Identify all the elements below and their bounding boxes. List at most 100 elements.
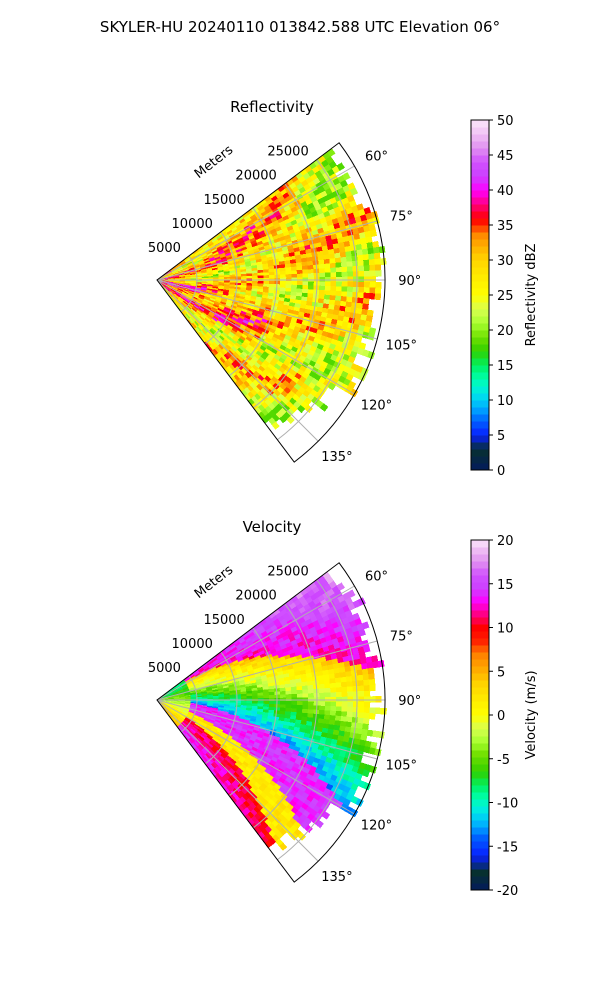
- colorbar-swatch: [471, 141, 489, 149]
- azimuth-tick-label: 120°: [361, 818, 392, 833]
- panel-title: Velocity: [243, 518, 302, 536]
- colorbar-swatch: [471, 379, 489, 387]
- azimuth-line: [156, 220, 378, 281]
- colorbar-swatch: [471, 225, 489, 233]
- colorbar-swatch: [471, 736, 489, 744]
- azimuth-line: [156, 279, 378, 340]
- colorbar-swatch: [471, 358, 489, 366]
- colorbar-swatch: [471, 869, 489, 877]
- colorbar-swatch: [471, 155, 489, 163]
- polar-grid: [156, 159, 385, 442]
- colorbar-swatch: [471, 631, 489, 639]
- colorbar-swatch: [471, 771, 489, 779]
- azimuth-tick-label: 135°: [321, 870, 352, 885]
- colorbar-swatch: [471, 820, 489, 828]
- colorbar-swatch: [471, 743, 489, 751]
- colorbar-tick-label: 35: [497, 219, 514, 234]
- colorbar-tick-label: 40: [497, 184, 514, 199]
- colorbar-swatch: [471, 659, 489, 667]
- azimuth-tick-label: 75°: [390, 210, 413, 225]
- colorbar-swatch: [471, 708, 489, 716]
- range-axis-label: Meters: [192, 143, 236, 182]
- colorbar-swatch: [471, 687, 489, 695]
- colorbar-label: Velocity (m/s): [524, 670, 539, 759]
- colorbar: 0 5 10 15 20 25 30 35 40 45 50 Reflectivity dBZ: [470, 114, 539, 479]
- colorbar-swatch: [471, 351, 489, 359]
- range-tick-label: 15000: [203, 613, 244, 628]
- colorbar-swatch: [471, 883, 489, 891]
- azimuth-tick-label: 105°: [386, 338, 417, 353]
- range-tick-label: 25000: [267, 565, 308, 580]
- azimuth-line: [156, 585, 355, 701]
- range-ring: [277, 159, 358, 441]
- colorbar-swatch: [471, 673, 489, 681]
- colorbar-swatch: [471, 729, 489, 737]
- colorbar-swatch: [471, 435, 489, 443]
- colorbar-tick-label: 20: [497, 534, 514, 549]
- colorbar-swatch: [471, 393, 489, 401]
- colorbar-swatch: [471, 603, 489, 611]
- colorbar-swatch: [471, 610, 489, 618]
- colorbar-swatch: [471, 288, 489, 296]
- range-tick-label: 5000: [148, 241, 181, 256]
- colorbar-tick-label: -15: [497, 840, 518, 855]
- colorbar-swatch: [471, 652, 489, 660]
- range-ring: [228, 627, 278, 797]
- colorbar-swatch: [471, 596, 489, 604]
- colorbar-swatch: [471, 162, 489, 170]
- colorbar-swatch: [471, 568, 489, 576]
- colorbar-swatch: [471, 204, 489, 212]
- azimuth-line: [156, 165, 355, 281]
- colorbar-swatch: [471, 421, 489, 429]
- colorbar-swatch: [471, 337, 489, 345]
- panel-reflectivity: 60° 75° 90° 105° 120° 135° 5000 10000 15000 20000…: [148, 98, 539, 479]
- colorbar-swatch: [471, 792, 489, 800]
- colorbar-swatch: [471, 260, 489, 268]
- range-ring: [180, 675, 198, 733]
- colorbar-swatch: [471, 197, 489, 205]
- range-tick-label: 20000: [235, 589, 276, 604]
- colorbar-swatch: [471, 617, 489, 625]
- colorbar-swatch: [471, 281, 489, 289]
- colorbar-swatch: [471, 547, 489, 555]
- colorbar-swatch: [471, 442, 489, 450]
- range-ring: [180, 255, 198, 313]
- panel-velocity: 60° 75° 90° 105° 120° 135° 5000 10000 15000 20000…: [148, 518, 539, 899]
- range-tick-label: 10000: [172, 637, 213, 652]
- colorbar-swatch: [471, 190, 489, 198]
- colorbar-tick-label: 5: [497, 665, 505, 680]
- colorbar-swatch: [471, 722, 489, 730]
- colorbar-swatch: [471, 806, 489, 814]
- colorbar-swatch: [471, 715, 489, 723]
- colorbar-swatch: [471, 645, 489, 653]
- azimuth-line: [156, 699, 378, 760]
- colorbar-swatch: [471, 330, 489, 338]
- colorbar-swatch: [471, 799, 489, 807]
- range-ring: [204, 651, 238, 765]
- colorbar-swatch: [471, 827, 489, 835]
- colorbar-swatch: [471, 449, 489, 457]
- colorbar-swatch: [471, 855, 489, 863]
- colorbar-tick-label: -20: [497, 884, 518, 899]
- colorbar-swatch: [471, 183, 489, 191]
- colorbar-swatch: [471, 344, 489, 352]
- azimuth-tick-label: 75°: [390, 630, 413, 645]
- colorbar-tick-label: 5: [497, 429, 505, 444]
- colorbar-swatch: [471, 267, 489, 275]
- range-ring: [252, 183, 318, 409]
- colorbar-tick-label: 0: [497, 464, 505, 479]
- azimuth-tick-label: 120°: [361, 398, 392, 413]
- colorbar-swatch: [471, 169, 489, 177]
- polar-grid: [156, 579, 385, 862]
- colorbar-swatch: [471, 400, 489, 408]
- azimuth-line: [156, 279, 355, 395]
- colorbar-swatch: [471, 239, 489, 247]
- velocity-field: [157, 571, 387, 851]
- colorbar-swatch: [471, 666, 489, 674]
- colorbar-swatch: [471, 127, 489, 135]
- colorbar-swatch: [471, 540, 489, 548]
- colorbar-swatch: [471, 407, 489, 415]
- colorbar-tick-label: 15: [497, 359, 514, 374]
- azimuth-tick-label: 60°: [365, 570, 388, 585]
